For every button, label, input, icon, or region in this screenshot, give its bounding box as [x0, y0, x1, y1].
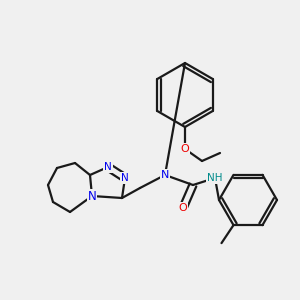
- Text: N: N: [161, 170, 169, 180]
- Text: N: N: [104, 162, 112, 172]
- Text: NH: NH: [207, 173, 223, 183]
- Text: O: O: [181, 144, 189, 154]
- Text: N: N: [88, 190, 96, 202]
- Text: N: N: [121, 173, 129, 183]
- Text: O: O: [178, 203, 188, 213]
